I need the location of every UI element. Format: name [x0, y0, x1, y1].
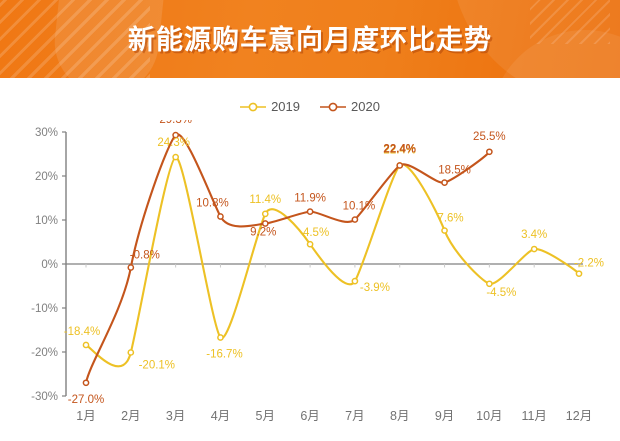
data-point-marker[interactable] [441, 227, 448, 234]
data-point-marker[interactable] [486, 280, 493, 288]
data-label-2019: -20.1% [139, 359, 175, 371]
data-label-2019: -4.5% [486, 287, 516, 299]
data-point-marker[interactable] [82, 379, 90, 387]
x-axis-tick-label: 11月 [521, 409, 546, 423]
chart-canvas: 30% 20% 10% 0% -10% -20% -30% 1月 2月 3月 4月 5月 6月 7月 8月… [31, 120, 604, 423]
line-chart: 30% 20% 10% 0% -10% -20% -30% 1月 2月 3月 4月 5月 6月 7月 8月… [0, 120, 620, 441]
data-label-2019: 7.6% [437, 213, 463, 225]
series-line-2019 [84, 156, 581, 368]
x-axis-tick-label: 7月 [345, 409, 364, 423]
data-point-marker[interactable] [306, 208, 314, 215]
y-axis-tick-label: 30% [35, 127, 58, 139]
legend-label-2019: 2019 [271, 99, 300, 114]
data-label-2020: 10.1% [343, 201, 376, 213]
data-point-marker[interactable] [127, 264, 135, 271]
data-label-2019: -2.2% [574, 258, 604, 270]
y-axis-tick-label: -20% [31, 347, 58, 359]
data-label-2020: -0.8% [130, 250, 160, 262]
data-point-marker[interactable] [575, 270, 583, 278]
data-point-marker[interactable] [172, 153, 179, 161]
x-axis: 1月 2月 3月 4月 5月 6月 7月 8月 9月 10月 11月 12月 [76, 409, 592, 423]
x-axis-tick-label: 2月 [121, 409, 140, 423]
data-point-marker[interactable] [441, 179, 448, 186]
x-axis-tick-label: 4月 [211, 409, 230, 423]
page-title: 新能源购车意向月度环比走势 [128, 25, 492, 56]
y-axis: 30% 20% 10% 0% -10% -20% -30% [31, 127, 67, 403]
x-axis-tick-label: 6月 [300, 409, 319, 423]
data-labels: -18.4% -20.1% 24.3% -16.7% 11.4% 4.5% -3.9% 22.… [64, 120, 604, 406]
data-label-2019: -18.4% [64, 326, 100, 338]
banner-stripes-right-decoration [530, 0, 610, 44]
data-point-marker[interactable] [351, 277, 359, 285]
series-markers [82, 131, 583, 387]
data-label-2019: 11.4% [249, 194, 281, 206]
chart-legend: 2019 2020 [0, 99, 620, 114]
data-label-2020: 10.8% [196, 197, 229, 209]
header-banner: 新能源购车意向月度环比走势 [0, 0, 620, 78]
data-label-2019: -3.9% [360, 282, 390, 294]
x-axis-tick-label: 9月 [435, 409, 454, 423]
y-axis-tick-label: 0% [41, 259, 58, 271]
legend-marker-2020-icon [320, 102, 346, 111]
data-point-marker[interactable] [261, 210, 269, 218]
x-axis-tick-label: 5月 [256, 409, 275, 423]
series-lines [84, 133, 581, 384]
y-axis-tick-label: 10% [35, 215, 58, 227]
y-axis-tick-label: -10% [31, 303, 58, 315]
data-point-marker[interactable] [530, 245, 538, 253]
data-label-2020: 25.5% [473, 131, 506, 143]
data-label-2020: 11.9% [294, 193, 326, 205]
x-axis-tick-label: 8月 [390, 409, 409, 423]
data-label-2020: -27.0% [68, 394, 104, 406]
legend-item-2020[interactable]: 2020 [320, 99, 380, 114]
x-axis-tick-label: 1月 [76, 409, 95, 423]
data-label-2020: 22.4% [383, 143, 416, 155]
x-axis-tick-label: 3月 [166, 409, 185, 423]
legend-item-2019[interactable]: 2019 [240, 99, 300, 114]
banner-stripes-left-decoration [0, 0, 150, 78]
data-point-marker[interactable] [82, 341, 90, 349]
data-label-2019: 24.3% [157, 137, 190, 149]
data-point-marker[interactable] [306, 240, 314, 248]
y-axis-tick-label: -30% [31, 391, 58, 403]
data-label-2019: 22.4% [383, 144, 416, 156]
data-label-2019: -16.7% [206, 348, 242, 360]
legend-marker-2019-icon [240, 102, 267, 111]
data-point-marker[interactable] [486, 148, 493, 156]
legend-label-2020: 2020 [351, 99, 380, 114]
data-point-marker[interactable] [172, 131, 179, 139]
data-label-2020: 9.2% [250, 227, 276, 239]
data-point-marker[interactable] [396, 162, 404, 169]
y-axis-tick-label: 20% [35, 171, 58, 183]
data-label-2020: 18.5% [438, 165, 471, 177]
x-axis-tick-label: 12月 [566, 409, 592, 423]
data-label-2020: 29.3% [159, 120, 192, 126]
x-axis-tick-label: 10月 [476, 409, 502, 423]
data-point-marker[interactable] [217, 213, 224, 220]
data-point-marker[interactable] [261, 220, 269, 227]
data-point-marker[interactable] [217, 334, 224, 341]
data-label-2019: 3.4% [521, 229, 547, 241]
data-point-marker[interactable] [351, 216, 359, 223]
data-label-2019: 4.5% [303, 227, 329, 239]
data-point-marker[interactable] [127, 349, 135, 356]
